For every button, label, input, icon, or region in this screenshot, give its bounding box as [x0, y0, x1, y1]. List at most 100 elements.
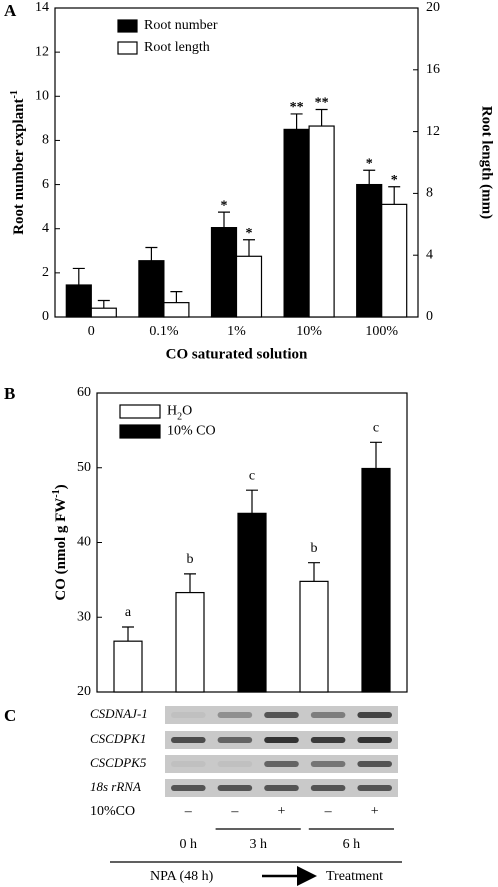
legend-swatch	[119, 404, 161, 419]
y2-tick-label: 0	[426, 309, 433, 324]
bar	[175, 591, 205, 693]
gel-band	[264, 737, 299, 743]
bar	[138, 260, 165, 318]
y-axis-label: CO (nmol g FW-1)	[51, 484, 70, 600]
error-bar	[97, 299, 110, 309]
bar	[113, 640, 143, 693]
text-part: CO (nmol g FW	[53, 498, 69, 601]
text-part: )	[53, 484, 69, 489]
annotation: **	[290, 100, 304, 115]
error-bar	[243, 239, 255, 257]
bar	[308, 125, 335, 318]
gel-band	[217, 761, 253, 767]
x-tick-label: 100%	[365, 324, 398, 339]
treatment-sign: +	[371, 804, 379, 819]
gene-label: CSCDPK5	[90, 755, 147, 770]
y-tick-label: 60	[77, 385, 91, 400]
y-tick-label: 40	[77, 535, 91, 550]
gene-label: CSDNAJ-1	[90, 706, 148, 721]
text-part: 10% CO	[167, 424, 216, 439]
treatment-sign: –	[184, 804, 193, 819]
error-bar	[72, 267, 85, 285]
y-tick-label: 8	[42, 133, 49, 148]
gel-band	[357, 761, 392, 767]
gel-band	[357, 712, 392, 718]
gel-band	[357, 737, 392, 743]
legend-label: H2O	[167, 404, 192, 423]
bar	[235, 255, 263, 318]
error-bar	[122, 626, 134, 642]
time-label: 0 h	[180, 837, 198, 852]
bar	[381, 203, 408, 318]
gel-band	[171, 761, 206, 767]
gel-band	[171, 785, 206, 791]
error-bar	[363, 169, 376, 185]
annotation: *	[366, 156, 373, 171]
y-tick-label: 10	[35, 89, 49, 104]
pretreatment-label: NPA (48 h)	[150, 869, 214, 884]
annotation: c	[249, 468, 255, 483]
error-bar	[370, 441, 382, 469]
text-part: O	[182, 404, 192, 419]
text-part: -1	[9, 90, 20, 98]
gel-band	[310, 712, 346, 718]
error-bar	[170, 291, 183, 303]
y2-tick-label: 20	[426, 0, 440, 15]
annotation: b	[187, 552, 194, 567]
treatment-label: 10%CO	[90, 804, 135, 819]
bar	[361, 467, 391, 693]
text-part: Root number explant	[11, 98, 27, 234]
treatment-sign: –	[230, 804, 239, 819]
legend-swatch	[119, 424, 161, 439]
x-axis-label: CO saturated solution	[166, 346, 308, 362]
treatment-sign: +	[278, 804, 286, 819]
error-bar	[315, 108, 328, 127]
y2-axis-label: Root length (mm)	[479, 106, 495, 219]
y-tick-label: 0	[42, 309, 49, 324]
annotation: *	[246, 226, 253, 241]
time-label: 3 h	[249, 837, 267, 852]
y-tick-label: 6	[42, 177, 49, 192]
legend-swatch	[117, 41, 138, 55]
annotation: b	[311, 541, 318, 556]
annotation: a	[125, 605, 132, 620]
annotation: c	[373, 421, 379, 436]
y-axis-label: Root number explant-1	[9, 90, 28, 235]
annotation: *	[221, 198, 228, 213]
gel-band	[217, 737, 253, 743]
annotation: **	[315, 96, 329, 111]
y2-tick-label: 8	[426, 186, 433, 201]
error-bar	[246, 489, 258, 514]
panel-label: C	[4, 706, 16, 725]
text-part: Root length	[144, 40, 210, 55]
gel-band	[171, 737, 206, 743]
treatment-phase-label: Treatment	[326, 869, 383, 884]
bar	[356, 183, 383, 318]
y-tick-label: 14	[35, 0, 49, 15]
bar	[210, 227, 238, 318]
gel-band	[310, 761, 346, 767]
legend-label: Root number	[144, 18, 218, 33]
y2-tick-label: 16	[426, 62, 440, 77]
gel-band	[264, 712, 299, 718]
y-tick-label: 12	[35, 44, 49, 59]
error-bar	[184, 573, 196, 593]
x-tick-label: 0	[88, 324, 95, 339]
gel-band	[171, 712, 206, 718]
time-label: 6 h	[343, 837, 361, 852]
gel-band	[264, 761, 299, 767]
legend-label: 10% CO	[167, 424, 216, 439]
text-part: -1	[51, 489, 62, 497]
bar	[299, 580, 329, 693]
y-tick-label: 50	[77, 460, 91, 475]
panel-label: B	[4, 384, 15, 403]
gel-band	[310, 737, 346, 743]
text-part: H	[167, 404, 177, 419]
legend-swatch	[117, 19, 138, 33]
gel-band	[217, 712, 253, 718]
gel-band	[217, 785, 253, 791]
error-bar	[388, 186, 401, 205]
x-tick-label: 0.1%	[149, 324, 179, 339]
error-bar	[145, 246, 158, 261]
